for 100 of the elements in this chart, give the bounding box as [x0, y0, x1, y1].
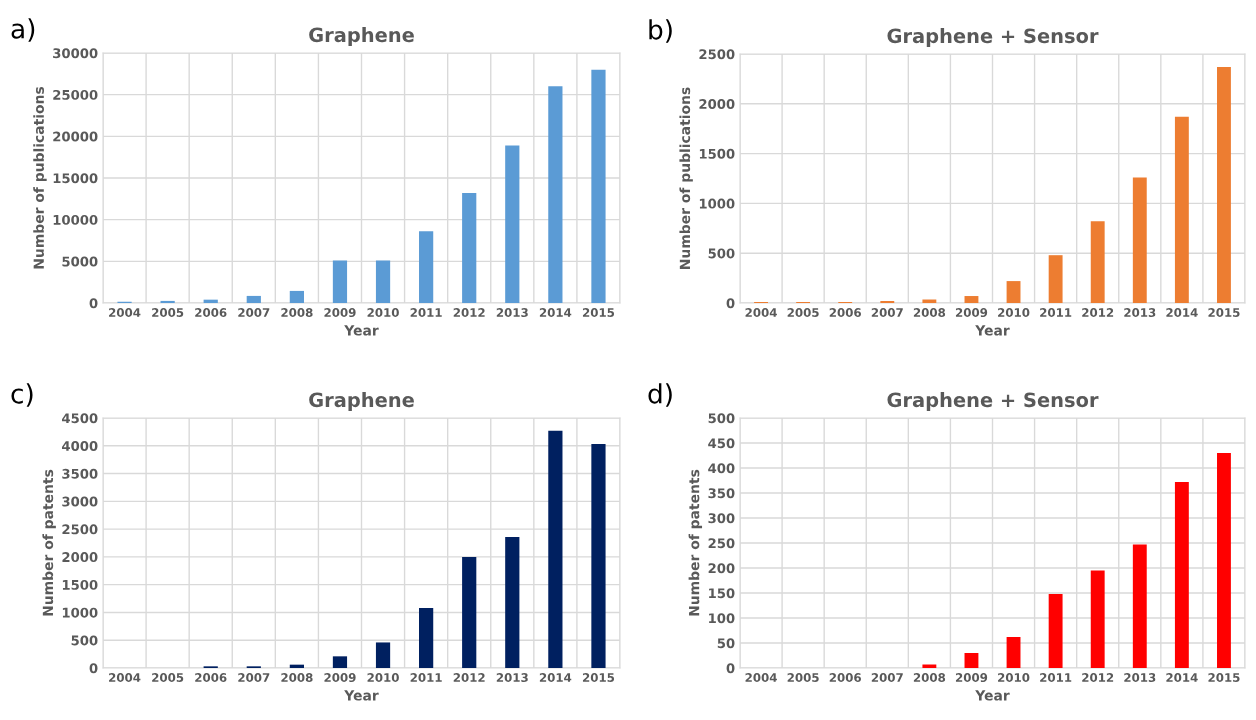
x-tick-label: 2012	[1082, 308, 1114, 317]
bar	[1132, 544, 1147, 668]
x-tick-label: 2014	[1166, 308, 1198, 317]
bar	[1006, 281, 1021, 303]
bar	[332, 260, 348, 303]
x-tick-label: 2010	[998, 673, 1030, 682]
chart-title: Graphene	[309, 27, 414, 46]
x-tick-label: 2005	[152, 308, 184, 317]
y-tick-label: 200	[708, 563, 735, 574]
x-tick-label: 2004	[109, 308, 141, 317]
y-tick-label: 500	[708, 413, 735, 424]
bar	[1174, 482, 1189, 668]
x-tick-label: 2005	[787, 308, 819, 317]
x-tick-label: 2013	[496, 673, 528, 682]
y-tick-label: 4000	[62, 441, 98, 451]
bar	[1006, 637, 1021, 668]
bar	[246, 295, 261, 303]
x-tick-label: 2015	[582, 673, 615, 682]
x-tick-label: 2013	[1124, 308, 1156, 317]
x-tick-label: 2006	[195, 673, 227, 682]
y-tick-label: 5000	[62, 256, 98, 267]
x-tick-label: 2004	[745, 673, 777, 682]
x-tick-label: 2006	[829, 308, 861, 317]
bar	[1217, 453, 1231, 668]
x-tick-label: 2008	[281, 308, 313, 317]
x-axis-title: Year	[344, 690, 379, 701]
x-tick-label: 2006	[829, 673, 861, 682]
text: b)	[649, 19, 672, 43]
bar	[591, 444, 606, 668]
x-axis-title: Year	[344, 325, 379, 336]
y-tick-label: 0	[726, 663, 735, 674]
y-tick-label: 1500	[62, 579, 98, 590]
y-axis-title: Number of publications	[33, 86, 47, 269]
y-tick-label: 10000	[53, 214, 98, 225]
x-tick-label: 2014	[539, 673, 572, 682]
y-tick-label: 500	[708, 248, 735, 259]
chart-title: Graphene + Sensor	[887, 392, 1099, 411]
bar	[1048, 255, 1063, 303]
x-tick-label: 2010	[367, 673, 399, 682]
x-tick-label: 2015	[1208, 308, 1240, 317]
bar	[160, 300, 175, 303]
bar	[505, 536, 520, 668]
bar	[548, 430, 563, 668]
x-tick-label: 2007	[871, 673, 903, 682]
bar	[375, 260, 391, 303]
y-tick-label: 0	[89, 298, 98, 309]
y-tick-label: 100	[709, 613, 735, 624]
y-axis-title: Number of patents	[42, 469, 56, 616]
x-axis-title: Year	[975, 325, 1010, 336]
x-tick-label: 2007	[871, 308, 903, 317]
y-tick-label: 300	[708, 513, 735, 524]
text: a)	[11, 18, 35, 42]
y-tick-label: 2500	[62, 524, 98, 535]
y-tick-label: 350	[708, 488, 735, 499]
x-tick-label: 2011	[1040, 308, 1072, 317]
text: c)	[11, 383, 33, 407]
x-tick-label: 2008	[913, 673, 946, 682]
x-tick-label: 2012	[1082, 673, 1114, 682]
y-tick-label: 2000	[699, 99, 735, 109]
y-tick-label: 450	[708, 438, 735, 449]
x-tick-label: 2009	[955, 673, 988, 682]
y-axis-title: Number of publications	[679, 87, 693, 269]
x-tick-label: 2008	[281, 673, 313, 682]
bar	[548, 86, 563, 303]
x-tick-label: 2008	[913, 308, 946, 317]
text: d)	[648, 383, 672, 407]
y-tick-label: 2500	[699, 49, 735, 60]
x-tick-label: 2010	[367, 308, 399, 317]
y-tick-label: 0	[726, 298, 735, 309]
x-tick-label: 2009	[324, 308, 356, 317]
y-tick-label: 400	[708, 463, 735, 474]
bar	[375, 642, 391, 668]
bar	[1132, 177, 1147, 303]
bar	[1174, 116, 1189, 303]
y-tick-label: 30000	[53, 48, 98, 59]
y-tick-label: 50	[717, 638, 735, 649]
y-tick-label: 500	[71, 635, 98, 646]
x-tick-label: 2014	[1166, 673, 1198, 682]
x-tick-label: 2005	[152, 673, 184, 682]
y-axis-title: Number of patents	[688, 469, 703, 616]
x-tick-label: 2012	[453, 308, 485, 317]
x-tick-label: 2004	[109, 673, 141, 682]
chart-title: Graphene	[309, 392, 414, 411]
chart-title: Graphene + Sensor	[887, 28, 1099, 47]
x-tick-label: 2015	[1208, 673, 1240, 682]
bar	[505, 145, 520, 303]
x-tick-label: 2010	[998, 308, 1030, 317]
bar	[332, 656, 348, 668]
x-tick-label: 2014	[539, 308, 572, 317]
bar	[419, 608, 434, 668]
y-tick-label: 1500	[699, 148, 735, 159]
x-tick-label: 2011	[410, 673, 442, 682]
bar	[462, 193, 477, 303]
bar	[591, 69, 606, 303]
bar	[1217, 66, 1231, 303]
x-axis-title: Year	[975, 690, 1010, 701]
bar	[964, 296, 979, 303]
x-tick-label: 2009	[955, 308, 988, 317]
x-tick-label: 2007	[238, 673, 270, 682]
x-tick-label: 2004	[745, 308, 777, 317]
